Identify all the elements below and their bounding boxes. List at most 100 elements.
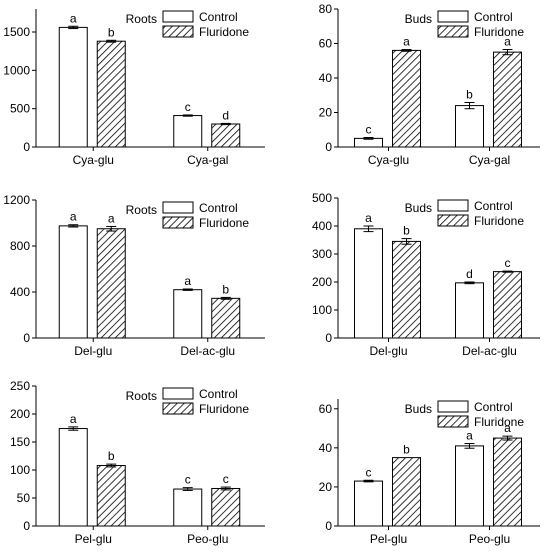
y-tick-label: 20: [319, 480, 333, 494]
bar-fluridone: [392, 49, 421, 148]
significance-label: a: [504, 421, 511, 435]
legend-swatch-fluridone: [162, 216, 194, 229]
chart-panel-2: 0 20 40 60 80 Cya-glu c a Cya-gal b a Buds ControlFl…: [319, 2, 540, 167]
x-tick-label: Del-ac-glu: [462, 344, 517, 358]
chart-panel-5: 0 50 100 150 200 250 Pel-glu a b Peo-glu c c Roots Co…: [10, 379, 265, 546]
legend-swatch-fluridone: [437, 214, 469, 227]
legend-swatch-control: [437, 199, 469, 212]
bar-control: [173, 488, 203, 527]
y-tick-label: 200: [312, 275, 332, 289]
bar-fluridone: [493, 437, 522, 527]
significance-label: a: [70, 412, 77, 426]
legend-swatch-control: [437, 10, 469, 23]
legend-swatch-control: [162, 387, 194, 400]
legend-label-control: Control: [199, 387, 238, 401]
bar-control: [455, 445, 484, 527]
legend-swatch-fluridone: [162, 402, 194, 415]
y-tick-label: 20: [319, 106, 333, 120]
y-tick-label: 1500: [3, 25, 30, 39]
legend-swatch-fluridone: [437, 25, 469, 38]
bar-control: [173, 115, 203, 148]
y-tick-label: 0: [325, 140, 332, 154]
bar-control: [455, 282, 484, 339]
significance-label: a: [108, 211, 115, 225]
y-tick-label: 0: [23, 519, 30, 533]
significance-label: b: [108, 25, 115, 39]
bar-control: [354, 228, 383, 339]
significance-label: c: [223, 472, 229, 486]
legend-label-fluridone: Fluridone: [474, 415, 524, 429]
x-tick-label: Pel-glu: [75, 532, 112, 546]
legend-swatch-fluridone: [437, 415, 469, 428]
significance-label: a: [365, 211, 372, 225]
bar-control: [354, 480, 383, 527]
panel-title: Roots: [126, 203, 157, 217]
y-tick-label: 200: [10, 407, 30, 421]
bar-control: [58, 26, 88, 148]
panel-title: Roots: [126, 389, 157, 403]
y-tick-label: 0: [325, 519, 332, 533]
y-tick-label: 60: [319, 37, 333, 51]
y-tick-label: 50: [17, 491, 31, 505]
legend-label-fluridone: Fluridone: [199, 25, 249, 39]
x-tick-label: Cya-glu: [368, 153, 409, 167]
y-tick-label: 400: [10, 285, 30, 299]
y-tick-label: 40: [319, 441, 333, 455]
bar-control: [58, 225, 88, 339]
legend-label-fluridone: Fluridone: [474, 214, 524, 228]
y-tick-label: 40: [319, 71, 333, 85]
bar-fluridone: [392, 240, 421, 339]
y-tick-label: 1000: [3, 63, 30, 77]
y-tick-label: 150: [10, 435, 30, 449]
bar-fluridone: [493, 51, 522, 148]
y-tick-label: 800: [10, 239, 30, 253]
significance-label: a: [504, 35, 511, 49]
significance-label: b: [403, 443, 410, 457]
significance-label: c: [185, 100, 191, 114]
panel-title: Buds: [405, 201, 432, 215]
y-tick-label: 0: [23, 331, 30, 345]
y-tick-label: 80: [319, 2, 333, 16]
significance-label: a: [466, 429, 473, 443]
y-tick-label: 400: [312, 219, 332, 233]
x-tick-label: Peo-glu: [469, 532, 510, 546]
legend-label-control: Control: [474, 199, 513, 213]
significance-label: c: [505, 256, 511, 270]
significance-label: b: [466, 87, 473, 101]
panel-title: Buds: [405, 402, 432, 416]
chart-panel-3: 0 400 800 1200 Del-glu a a Del-ac-glu a b Roots Con…: [3, 193, 265, 358]
bar-fluridone: [96, 40, 126, 148]
bar-fluridone: [211, 487, 241, 527]
significance-label: a: [70, 11, 77, 25]
y-tick-label: 0: [325, 331, 332, 345]
bar-fluridone: [211, 297, 241, 339]
y-tick-label: 250: [10, 379, 30, 393]
bar-control: [58, 428, 88, 527]
significance-label: a: [403, 35, 410, 49]
legend-label-control: Control: [474, 400, 513, 414]
legend-label-control: Control: [199, 10, 238, 24]
legend-label-control: Control: [474, 10, 513, 24]
chart-panel-6: 0 20 40 60 Pel-glu c b Peo-glu a a Buds ControlFlur…: [319, 399, 540, 546]
legend-label-fluridone: Fluridone: [474, 25, 524, 39]
legend-swatch-control: [162, 10, 194, 23]
chart-panel-1: 0 500 1000 1500 Cya-glu a b Cya-gal c d Roots Contr…: [3, 9, 265, 167]
bar-fluridone: [96, 465, 126, 527]
significance-label: c: [185, 473, 191, 487]
x-tick-label: Cya-glu: [73, 153, 114, 167]
legend-swatch-fluridone: [162, 25, 194, 38]
significance-label: d: [466, 267, 473, 281]
x-tick-label: Cya-gal: [469, 153, 510, 167]
legend-label-fluridone: Fluridone: [199, 402, 249, 416]
panel-title: Roots: [126, 12, 157, 26]
x-tick-label: Peo-glu: [187, 532, 228, 546]
y-tick-label: 300: [312, 247, 332, 261]
bar-fluridone: [96, 228, 126, 339]
x-tick-label: Cya-gal: [187, 153, 228, 167]
x-tick-label: Del-glu: [74, 344, 112, 358]
y-tick-label: 60: [319, 402, 333, 416]
x-tick-label: Del-glu: [369, 344, 407, 358]
significance-label: b: [403, 224, 410, 238]
significance-label: d: [222, 108, 229, 122]
